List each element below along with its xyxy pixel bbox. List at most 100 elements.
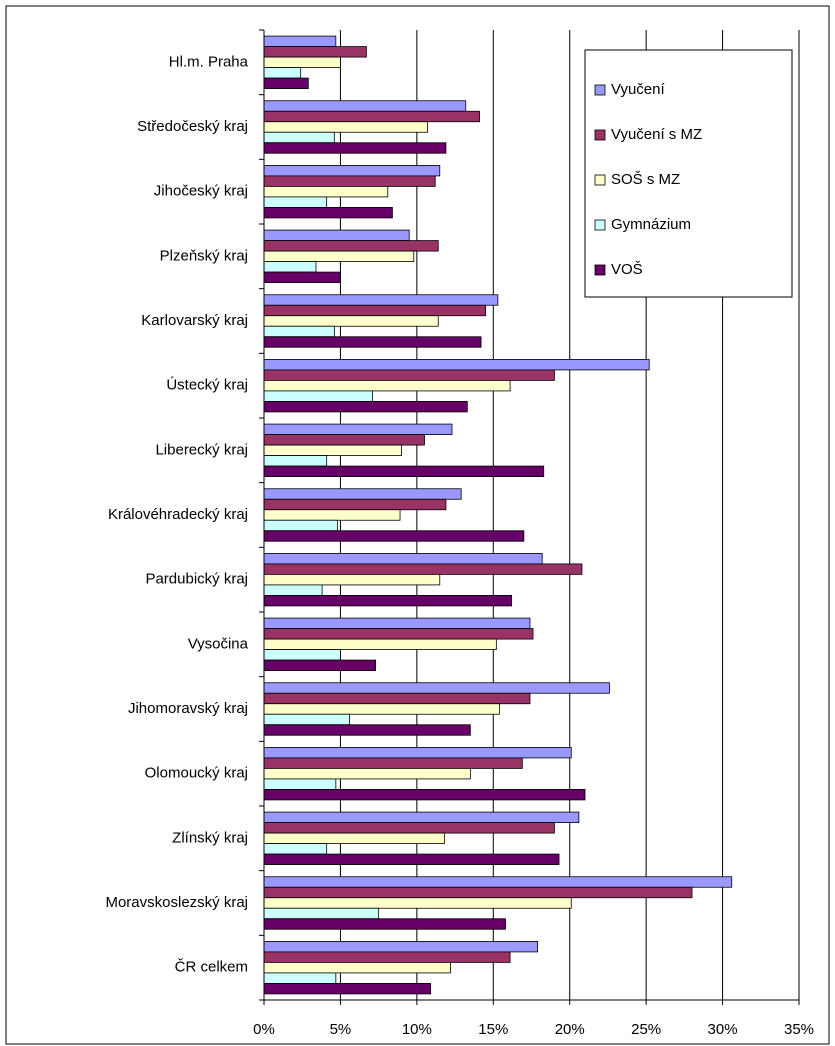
bar: [263, 465, 545, 477]
legend-swatch: [594, 219, 606, 231]
bar: [263, 853, 560, 865]
bar: [263, 703, 500, 715]
bar: [263, 811, 580, 823]
legend-label: Vyučení: [611, 81, 665, 98]
y-tick-label: Moravskoslezský kraj: [105, 894, 248, 911]
bar: [263, 175, 436, 187]
bar: [263, 498, 447, 511]
bar: [263, 530, 525, 542]
x-tick-label: 15%: [478, 1021, 508, 1038]
bar: [263, 401, 468, 413]
x-tick-label: 0%: [253, 1021, 275, 1038]
bar: [263, 315, 439, 327]
bar: [263, 165, 441, 177]
bar: [263, 897, 572, 909]
bar: [263, 757, 523, 769]
bar: [263, 121, 428, 133]
y-tick-label: Pardubický kraj: [145, 571, 248, 588]
legend-swatch: [594, 264, 606, 276]
bar: [263, 941, 539, 953]
y-tick-label: Olomoucký kraj: [145, 765, 248, 782]
bar: [263, 56, 341, 68]
bar: [263, 434, 425, 446]
bar: [263, 261, 317, 273]
bar: [263, 595, 513, 607]
bar: [263, 907, 380, 920]
bar: [263, 972, 337, 984]
bar: [263, 336, 482, 348]
bar: [263, 509, 401, 521]
bar: [263, 519, 338, 532]
bar: [263, 240, 439, 252]
x-tick-label: 25%: [631, 1021, 661, 1038]
y-tick-label: Zlínský kraj: [172, 829, 248, 846]
bar: [263, 832, 445, 844]
bar: [263, 444, 402, 456]
bar: [263, 962, 451, 974]
bar: [263, 682, 610, 694]
x-tick-label: 10%: [402, 1021, 432, 1038]
y-tick-label: Hl.m. Praha: [169, 53, 249, 70]
y-tick-label: Plzeňský kraj: [160, 247, 248, 264]
bar: [263, 110, 480, 123]
bar: [263, 77, 309, 89]
bar: [263, 563, 583, 575]
legend-label: Gymnázium: [611, 216, 691, 233]
bar: [263, 304, 487, 317]
bar: [263, 455, 328, 467]
bar: [263, 35, 337, 47]
y-tick-label: Jihočeský kraj: [154, 183, 248, 200]
bar: [263, 876, 733, 888]
legend-box: [584, 49, 793, 298]
bar: [263, 553, 543, 565]
bar: [263, 67, 302, 79]
bar: [263, 46, 367, 58]
x-tick-label: 30%: [708, 1021, 738, 1038]
bar: [263, 196, 328, 208]
bar: [263, 359, 650, 371]
bar: [263, 659, 376, 671]
bar: [263, 983, 432, 995]
bar: [263, 488, 462, 500]
bar: [263, 574, 441, 586]
x-tick-label: 35%: [784, 1021, 814, 1038]
bar: [263, 131, 335, 144]
bar: [263, 649, 341, 661]
y-tick-label: ČR celkem: [175, 959, 248, 976]
legend-label: SOŠ s MZ: [611, 171, 680, 188]
bar: [263, 822, 555, 834]
legend-swatch: [594, 129, 606, 141]
bar: [263, 584, 323, 596]
bar: [263, 186, 389, 198]
bar: [263, 628, 534, 640]
bar: [263, 142, 447, 154]
bar: [263, 778, 337, 790]
bar: [263, 100, 467, 112]
x-tick-label: 20%: [555, 1021, 585, 1038]
legend-swatch: [594, 174, 606, 186]
bar: [263, 843, 328, 855]
bar: [263, 724, 471, 736]
bar: [263, 918, 506, 930]
bar: [263, 325, 335, 338]
bar: [263, 886, 693, 899]
legend-label: VOŠ: [611, 261, 643, 278]
bar: [263, 789, 586, 801]
bar: [263, 423, 453, 435]
bar: [263, 369, 555, 381]
bar: [263, 638, 497, 650]
legend-label: Vyučení s MZ: [611, 126, 702, 143]
bar: [263, 747, 572, 759]
x-tick-label: 5%: [330, 1021, 352, 1038]
bar: [263, 390, 373, 402]
y-tick-label: Středočeský kraj: [137, 118, 248, 135]
bar: [263, 207, 393, 219]
y-tick-label: Jihomoravský kraj: [128, 700, 248, 717]
bar: [263, 713, 350, 726]
bar: [263, 250, 415, 262]
y-tick-label: Karlovarský kraj: [141, 312, 248, 329]
y-tick-label: Královéhradecký kraj: [108, 506, 248, 523]
bar: [263, 617, 531, 629]
legend-swatch: [594, 84, 606, 96]
